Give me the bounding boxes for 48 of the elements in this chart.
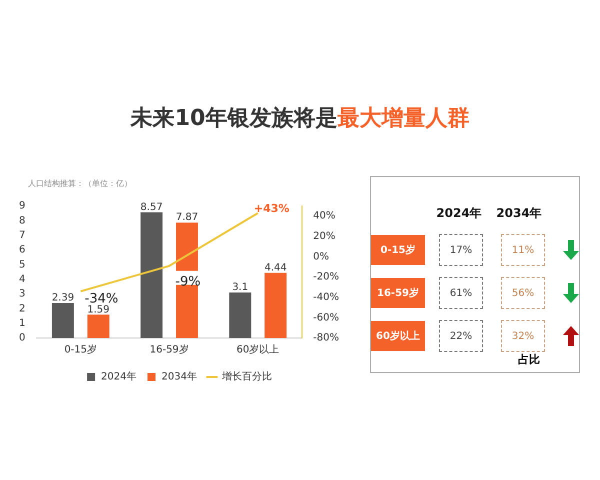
data-label: 7.87 [176, 212, 198, 224]
data-label: 17% [439, 234, 483, 266]
bar [87, 314, 110, 338]
data-label: 8.57 [140, 202, 163, 213]
data-label: 56% [501, 277, 545, 309]
bar [52, 302, 74, 338]
y2-tick-label: -80% [313, 332, 340, 344]
y-tick-label: 8 [18, 215, 26, 226]
y2-tick-label: -20% [313, 272, 340, 283]
x-tick-label: 60岁以上 [236, 344, 280, 356]
series-label: 2024年 [435, 205, 483, 222]
data-label: 32% [501, 320, 545, 352]
y-tick-label: 5 [18, 259, 26, 270]
bar [229, 292, 252, 338]
y2-tick-label: -40% [313, 292, 340, 303]
legend-label: 2034年 [162, 370, 197, 383]
legend-label: 2024年 [101, 370, 137, 383]
y2-tick-label: -60% [313, 312, 340, 324]
chart-title: 未来10年银发族将是最大增量人群 [129, 105, 470, 133]
data-label: 1.59 [87, 304, 110, 316]
legend-label: 增长百分比 [220, 370, 272, 383]
x-tick-label: 16-59岁 [150, 344, 189, 356]
bar [140, 212, 163, 338]
x-tick-label: 0-15岁 [64, 344, 98, 356]
data-label: 22% [439, 320, 483, 352]
y-tick-label: 0 [18, 332, 26, 344]
y2-tick-label: 40% [313, 210, 336, 222]
data-label: 4.44 [264, 262, 287, 274]
data-label: +43% [254, 202, 290, 215]
y-tick-label: 1 [18, 318, 26, 329]
category-label: 0-15岁 [371, 235, 425, 265]
category-label: 16-59岁 [371, 278, 425, 308]
data-label: 3.1 [232, 282, 248, 294]
y-tick-label: 4 [18, 274, 26, 285]
y2-tick-label: 20% [313, 231, 336, 242]
text: 2034年 [495, 205, 543, 222]
data-label: 61% [439, 277, 483, 309]
bar [264, 272, 287, 338]
y2-tick-label: 0% [313, 251, 330, 262]
data-label: 11% [501, 234, 545, 266]
y-tick-label: 3 [18, 288, 26, 300]
text: 占比 [517, 352, 541, 367]
data-label: 2.39 [52, 292, 74, 304]
y-tick-label: 6 [18, 244, 26, 256]
y-axis-title: 人口结构推算：（单位：亿） [28, 178, 132, 189]
y-tick-label: 9 [18, 200, 26, 212]
y-tick-label: 7 [18, 230, 26, 241]
y-tick-label: 2 [18, 303, 26, 314]
